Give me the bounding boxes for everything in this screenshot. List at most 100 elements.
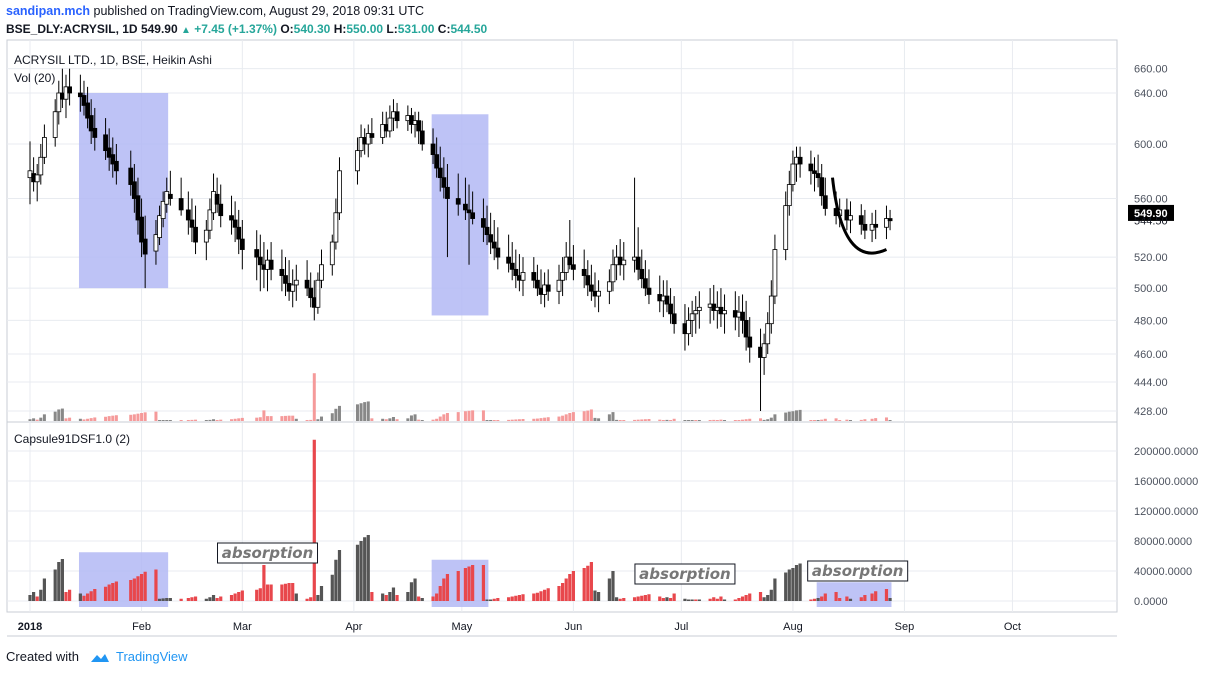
oscillator-bar <box>816 598 820 601</box>
volume-bar <box>496 420 500 421</box>
volume-bar <box>874 418 878 421</box>
volume-bar <box>787 411 791 421</box>
candle-body <box>635 256 641 270</box>
time-tick-label: Apr <box>345 621 362 633</box>
oscillator-bar <box>154 569 158 601</box>
candle-body <box>772 249 778 297</box>
volume-bar <box>611 412 615 421</box>
oscillator-bar <box>489 599 493 601</box>
candle-body <box>419 130 425 145</box>
oscillator-bar <box>283 583 288 601</box>
candle-body <box>409 115 414 125</box>
oscillator-bar <box>582 568 586 601</box>
volume-bar <box>762 419 766 421</box>
time-tick-label: Mar <box>233 621 252 633</box>
oscillator-bar <box>481 565 486 601</box>
oscillator-bar <box>758 592 763 601</box>
candle-body <box>664 295 670 305</box>
candle-body <box>56 92 62 113</box>
volume-bar <box>305 420 309 421</box>
volume-bar <box>445 413 449 421</box>
volume-bar <box>618 420 622 421</box>
volume-bar <box>884 417 888 421</box>
oscillator-bar <box>485 599 489 601</box>
candle-body <box>110 154 116 165</box>
oscillator-bar <box>157 598 162 601</box>
time-tick-label: Jul <box>674 621 688 633</box>
volume-bar <box>532 418 536 421</box>
volume-bar <box>366 401 370 421</box>
oscillator-bar <box>233 593 237 601</box>
volume-bar <box>230 419 234 421</box>
tradingview-link[interactable]: TradingView <box>116 649 188 664</box>
oscillator-bar <box>557 586 561 601</box>
volume-bar <box>391 417 395 421</box>
volume-bar <box>82 419 86 421</box>
candle-body <box>333 212 339 243</box>
candle-body <box>848 215 853 221</box>
candle-body <box>884 218 889 228</box>
oscillator-bar <box>510 596 514 601</box>
candle-body <box>646 287 652 295</box>
candle-body <box>585 275 591 286</box>
candle-body <box>819 177 825 197</box>
volume-bar <box>168 420 172 421</box>
volume-bar <box>741 419 745 421</box>
oscillator-bar <box>715 598 719 601</box>
candle-body <box>743 319 749 338</box>
oscillator-bar <box>330 574 334 601</box>
oscillator-bar <box>517 595 522 601</box>
oscillator-bar <box>690 599 694 601</box>
close-label: C: <box>437 22 451 36</box>
oscillator-bar <box>773 578 777 601</box>
candle-body <box>268 259 274 270</box>
oscillator-bar <box>309 597 313 601</box>
oscillator-bar <box>769 589 773 601</box>
volume-bar <box>766 419 770 421</box>
volume-bar <box>697 420 701 421</box>
oscillator-bar <box>215 598 219 601</box>
volume-bar <box>86 418 90 421</box>
volume-bar <box>417 419 421 421</box>
oscillator-bar <box>492 598 496 601</box>
candle-body <box>520 272 526 281</box>
volume-bar <box>694 420 698 421</box>
candle-body <box>193 226 198 243</box>
candle-body <box>236 226 242 240</box>
oscillator-bar <box>543 589 547 601</box>
candle-body <box>337 170 342 214</box>
candle-body <box>239 238 245 250</box>
volume-bar <box>129 414 133 421</box>
price-tick-label: 660.00 <box>1134 64 1168 76</box>
oscillator-bar <box>53 569 57 601</box>
absorption-annotation: absorption <box>634 563 736 585</box>
oscillator-bar <box>384 595 388 601</box>
up-arrow-icon: ▲ <box>180 25 191 36</box>
volume-bar <box>834 418 838 421</box>
oscillator-bar <box>337 550 342 601</box>
author-name[interactable]: sandipan.mch <box>6 4 91 18</box>
candle-body <box>254 249 260 258</box>
volume-bar <box>316 419 320 421</box>
last-price-tag-label: 549.90 <box>1134 208 1168 220</box>
volume-bar <box>431 419 435 421</box>
volume-bar <box>607 414 611 421</box>
oscillator-bar <box>507 597 511 601</box>
volume-bar <box>586 410 590 421</box>
oscillator-bar <box>722 599 727 601</box>
volume-bar <box>791 411 795 421</box>
volume-bar <box>517 419 521 421</box>
oscillator-bar <box>564 578 568 601</box>
osc-tick-label: 40000.0000 <box>1134 566 1192 578</box>
volume-bar <box>233 418 237 421</box>
osc-tick-label: 80000.0000 <box>1134 536 1192 548</box>
volume-bar <box>165 420 169 421</box>
volume-bar <box>143 412 147 421</box>
volume-bar <box>848 420 852 421</box>
oscillator-bar <box>168 598 172 601</box>
candle-body <box>545 284 551 292</box>
candle-body <box>445 186 450 199</box>
candle-body <box>783 205 789 250</box>
candle-body <box>160 200 166 219</box>
